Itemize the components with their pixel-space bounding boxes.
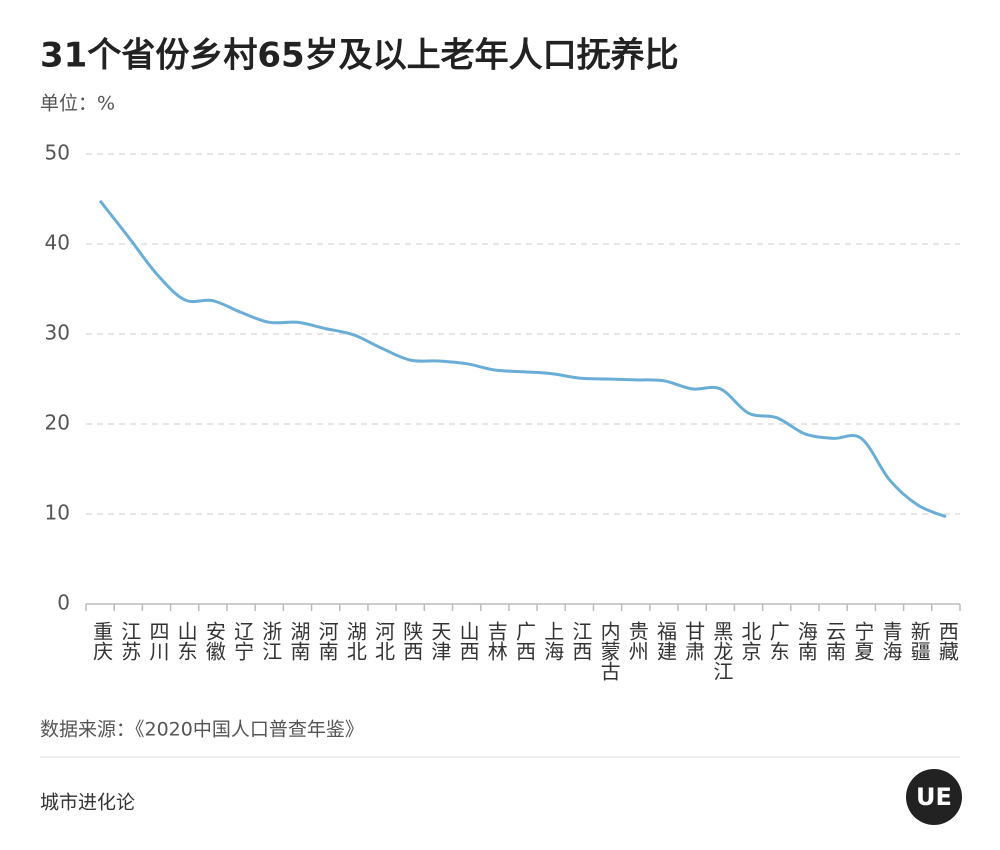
- y-tick-label: 0: [57, 591, 70, 615]
- source: 数据来源：《2020中国人口普查年鉴》: [40, 719, 364, 741]
- x-tick-label: 辽宁: [231, 621, 255, 661]
- x-tick-label: 江西: [569, 621, 593, 661]
- y-tick-label: 20: [45, 411, 70, 435]
- y-tick-label: 30: [45, 321, 70, 345]
- x-tick-label: 四川: [146, 621, 170, 661]
- x-tick-label: 河北: [372, 621, 396, 661]
- y-tick-label: 50: [45, 141, 70, 165]
- x-tick-label: 湖南: [287, 621, 311, 661]
- x-tick-label: 西藏: [935, 621, 959, 661]
- y-tick-label: 10: [45, 501, 70, 525]
- x-tick-label: 云南: [823, 621, 847, 661]
- x-tick-label: 上海: [541, 621, 565, 661]
- x-tick-label: 山西: [456, 621, 480, 661]
- x-tick-label: 新疆: [907, 621, 931, 661]
- x-tick-label: 重庆: [90, 621, 114, 661]
- x-tick-label: 吉林: [484, 621, 508, 661]
- x-tick-label: 广西: [513, 621, 537, 661]
- x-tick-label: 福建: [653, 621, 677, 661]
- logo-circle: [906, 769, 962, 825]
- x-tick-label: 广东: [766, 621, 790, 661]
- line: [98, 199, 947, 519]
- y-tick-label: 40: [45, 231, 70, 255]
- x-tick-label: 河南: [315, 621, 339, 661]
- x-tick-label: 甘肃: [682, 621, 706, 661]
- x-tick-label: 陕西: [400, 621, 424, 661]
- x-tick-label: 宁夏: [851, 621, 875, 661]
- footer: 城市进化论: [40, 792, 135, 814]
- x-tick-label: 浙江: [259, 621, 283, 661]
- x-tick-label: 黑龙江: [710, 621, 734, 681]
- x-tick-label: 湖北: [343, 621, 367, 661]
- x-tick-label: 海南: [794, 621, 818, 661]
- unit-label: 单位：%: [40, 93, 115, 115]
- chart-title: 31个省份乡村65岁及以上老年人口抚养比: [40, 36, 679, 76]
- x-tick-label: 内蒙古: [597, 621, 621, 681]
- x-tick-label: 安徽: [202, 621, 226, 661]
- x-tick-label: 江苏: [118, 621, 142, 661]
- x-tick-label: 贵州: [625, 621, 649, 661]
- x-tick-label: 天津: [428, 621, 452, 661]
- x-tick-label: 北京: [738, 621, 762, 661]
- x-tick-label: 青海: [879, 621, 903, 661]
- x-tick-label: 山东: [174, 621, 198, 661]
- logo: UE: [916, 783, 952, 811]
